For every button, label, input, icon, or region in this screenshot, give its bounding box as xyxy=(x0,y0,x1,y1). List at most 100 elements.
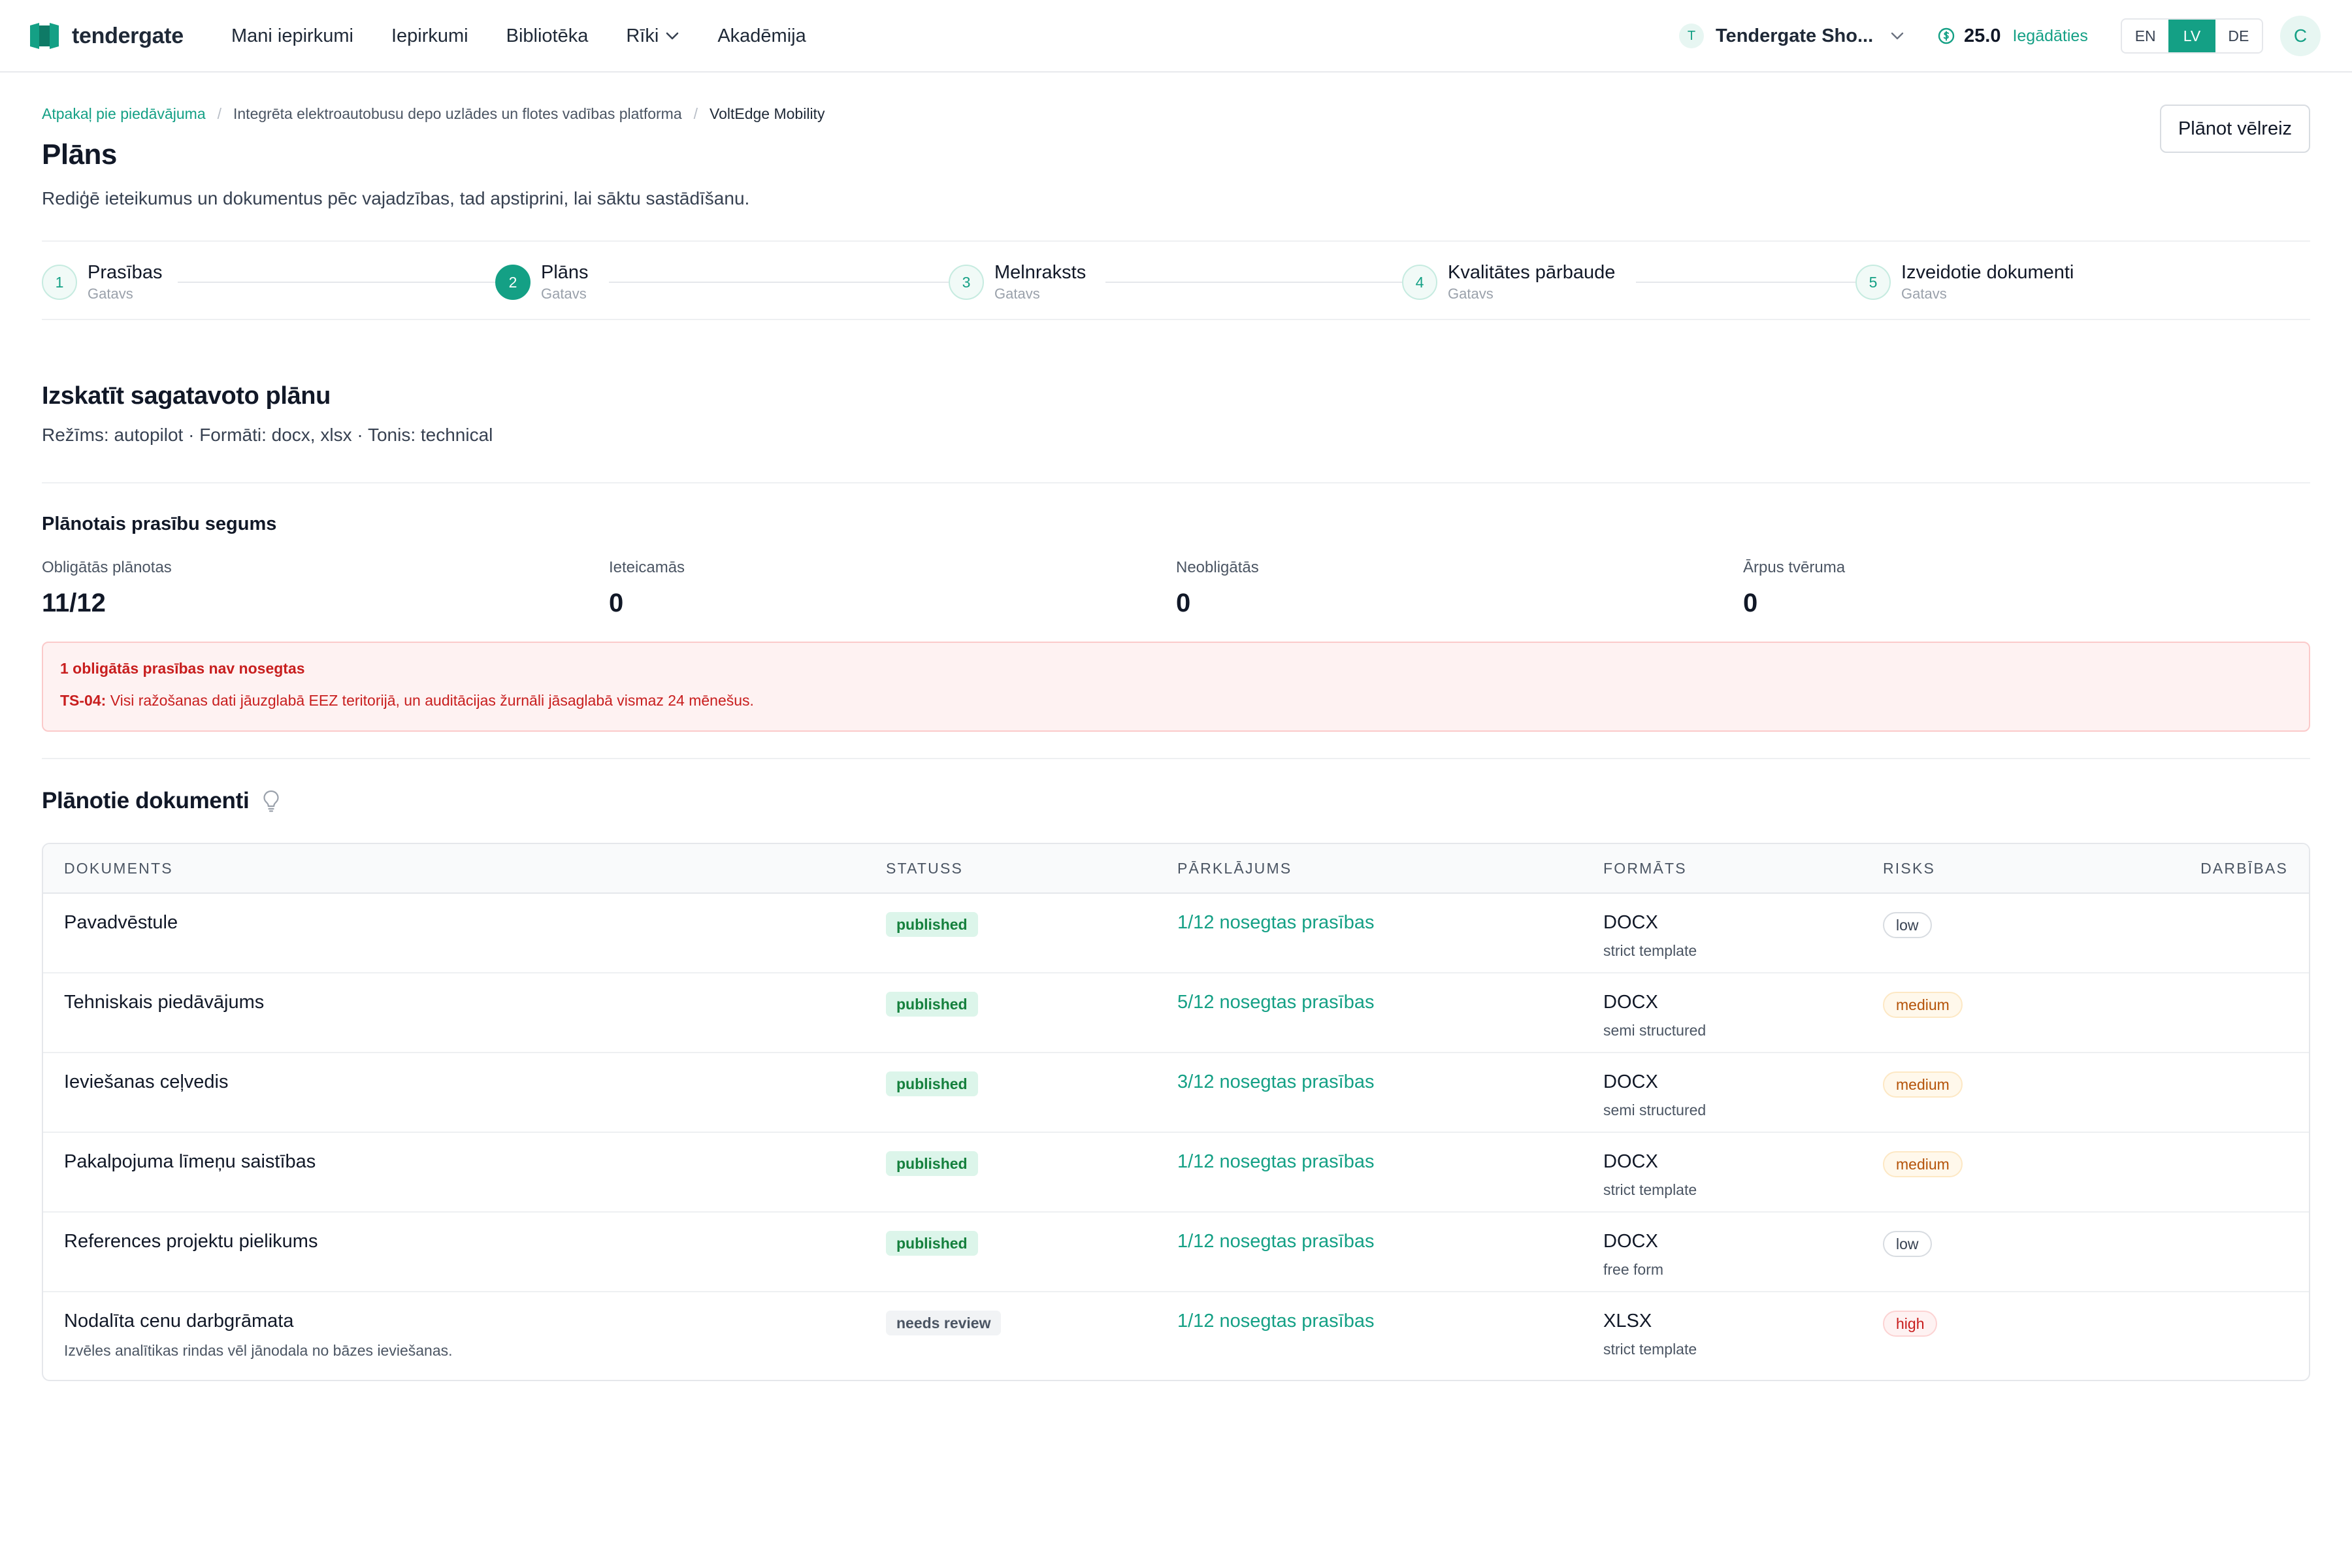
risk-badge: medium xyxy=(1883,992,1963,1018)
nav-item-tenders[interactable]: Iepirkumi xyxy=(391,25,468,46)
breadcrumb-separator: / xyxy=(217,105,221,122)
review-section-title: Izskatīt sagatavoto plānu xyxy=(42,382,331,410)
status-badge: needs review xyxy=(886,1311,1002,1335)
nav-item-library[interactable]: Bibliotēka xyxy=(506,25,589,46)
replan-button[interactable]: Plānot vēlreiz xyxy=(2160,105,2310,153)
table-row[interactable]: Ieviešanas ceļvedis published 3/12 noseg… xyxy=(43,1053,2309,1133)
lang-en-button[interactable]: EN xyxy=(2134,27,2156,44)
step-status: Gatavs xyxy=(1448,286,1494,302)
coverage-link[interactable]: 1/12 nosegtas prasības xyxy=(1177,1311,1375,1331)
language-switcher: EN LV DE xyxy=(2121,18,2263,54)
lightbulb-icon[interactable] xyxy=(262,789,280,813)
step-number: 4 xyxy=(1402,265,1437,300)
stat-recommended: Ieteicamās 0 xyxy=(609,559,1132,618)
table-row[interactable]: Pavadvēstule published 1/12 nosegtas pra… xyxy=(43,894,2309,973)
step-status: Gatavs xyxy=(88,286,133,302)
column-header-coverage: Pārklājums xyxy=(1177,859,1292,877)
coverage-link[interactable]: 3/12 nosegtas prasības xyxy=(1177,1071,1375,1092)
planned-documents-table: Dokuments Statuss Pārklājums Formāts Ris… xyxy=(42,843,2310,1381)
coverage-link[interactable]: 5/12 nosegtas prasības xyxy=(1177,992,1375,1013)
stat-value: 0 xyxy=(609,589,624,617)
format-mode: strict template xyxy=(1603,1181,1697,1198)
column-header-format: Formāts xyxy=(1603,859,1687,877)
step-created-documents[interactable]: 5 Izveidotie dokumenti Gatavs xyxy=(1855,261,2074,303)
stat-value: 0 xyxy=(1743,589,1758,617)
document-name: References projektu pielikums xyxy=(64,1231,318,1252)
step-label: Prasības xyxy=(88,262,163,283)
risk-badge: medium xyxy=(1883,1071,1963,1098)
column-header-risk: Risks xyxy=(1883,859,1936,877)
divider xyxy=(42,482,2310,483)
column-header-status: Statuss xyxy=(886,859,964,877)
nav-item-my-tenders[interactable]: Mani iepirkumi xyxy=(231,25,353,46)
format-type: XLSX xyxy=(1603,1311,1652,1331)
uncovered-requirements-alert: 1 obligātās prasības nav nosegtas TS-04:… xyxy=(42,642,2310,732)
step-plan[interactable]: 2 Plāns Gatavs xyxy=(495,261,589,303)
format-mode: strict template xyxy=(1603,1341,1697,1358)
status-badge: published xyxy=(886,1071,978,1096)
breadcrumb-back-link[interactable]: Atpakaļ pie piedāvājuma xyxy=(42,105,206,122)
lang-de-button[interactable]: DE xyxy=(2228,27,2249,44)
stat-value: 11/12 xyxy=(42,589,106,617)
column-header-document: Dokuments xyxy=(64,859,173,877)
requirement-code: TS-04: xyxy=(60,692,106,709)
credits-balance: 25.0 Iegādāties xyxy=(1938,24,2088,48)
stat-label: Ieteicamās xyxy=(609,559,685,576)
breadcrumb-separator: / xyxy=(693,105,698,122)
tendergate-logo-icon xyxy=(30,23,59,49)
document-name: Tehniskais piedāvājums xyxy=(64,992,265,1013)
user-avatar[interactable]: C xyxy=(2280,16,2321,56)
format-type: DOCX xyxy=(1603,912,1658,933)
document-name: Ieviešanas ceļvedis xyxy=(64,1071,229,1092)
document-name: Pavadvēstule xyxy=(64,912,178,933)
coverage-link[interactable]: 1/12 nosegtas prasības xyxy=(1177,1231,1375,1252)
status-badge: published xyxy=(886,912,978,937)
format-type: DOCX xyxy=(1603,1231,1658,1252)
coverage-title: Plānotais prasību segums xyxy=(42,514,277,534)
risk-badge: low xyxy=(1883,912,1932,938)
nav-item-tools[interactable]: Rīki xyxy=(626,25,679,47)
step-draft[interactable]: 3 Melnraksts Gatavs xyxy=(949,261,1086,303)
table-row[interactable]: Tehniskais piedāvājums published 5/12 no… xyxy=(43,973,2309,1053)
workspace-name: Tendergate Sho... xyxy=(1716,25,1874,46)
risk-badge: medium xyxy=(1883,1151,1963,1177)
step-requirements[interactable]: 1 Prasības Gatavs xyxy=(42,261,162,303)
stat-value: 0 xyxy=(1176,589,1191,617)
step-number: 1 xyxy=(42,265,77,300)
step-number: 2 xyxy=(495,265,531,300)
nav-item-academy[interactable]: Akadēmija xyxy=(717,25,806,46)
workspace-switcher[interactable]: T Tendergate Sho... xyxy=(1679,22,1904,50)
step-number: 5 xyxy=(1855,265,1891,300)
table-row[interactable]: Pakalpojuma līmeņu saistības published 1… xyxy=(43,1133,2309,1213)
stat-optional: Neobligātās 0 xyxy=(1176,559,1699,618)
step-label: Izveidotie dokumenti xyxy=(1901,262,2074,283)
step-label: Kvalitātes pārbaude xyxy=(1448,262,1616,283)
step-quality-check[interactable]: 4 Kvalitātes pārbaude Gatavs xyxy=(1402,261,1615,303)
status-badge: published xyxy=(886,1231,978,1256)
stepper-connector xyxy=(1105,282,1428,283)
coverage-link[interactable]: 1/12 nosegtas prasības xyxy=(1177,1151,1375,1172)
breadcrumb-tender[interactable]: Integrēta elektroautobusu depo uzlādes u… xyxy=(233,105,682,122)
stat-label: Ārpus tvēruma xyxy=(1743,559,1846,576)
divider xyxy=(42,758,2310,759)
logo[interactable]: tendergate xyxy=(30,22,184,50)
coverage-link[interactable]: 1/12 nosegtas prasības xyxy=(1177,912,1375,933)
format-type: DOCX xyxy=(1603,1151,1658,1172)
nav-item-tools-label: Rīki xyxy=(626,25,659,46)
breadcrumb-company: VoltEdge Mobility xyxy=(710,105,825,122)
lang-lv-button[interactable]: LV xyxy=(2168,20,2215,52)
buy-credits-link[interactable]: Iegādāties xyxy=(2012,26,2088,45)
stepper-connector xyxy=(1636,282,1884,283)
step-label: Melnraksts xyxy=(994,262,1086,283)
table-row[interactable]: Nodalīta cenu darbgrāmata Izvēles analīt… xyxy=(43,1292,2309,1377)
chevron-down-icon xyxy=(666,32,679,40)
chevron-down-icon xyxy=(1891,32,1904,40)
workspace-initial: T xyxy=(1679,24,1704,48)
alert-title: 1 obligātās prasības nav nosegtas xyxy=(60,660,305,677)
logo-text: tendergate xyxy=(72,23,184,48)
table-row[interactable]: References projektu pielikums published … xyxy=(43,1213,2309,1292)
step-status: Gatavs xyxy=(541,286,587,302)
stat-label: Obligātās plānotas xyxy=(42,559,172,576)
format-type: DOCX xyxy=(1603,1071,1658,1092)
format-mode: strict template xyxy=(1603,942,1697,959)
